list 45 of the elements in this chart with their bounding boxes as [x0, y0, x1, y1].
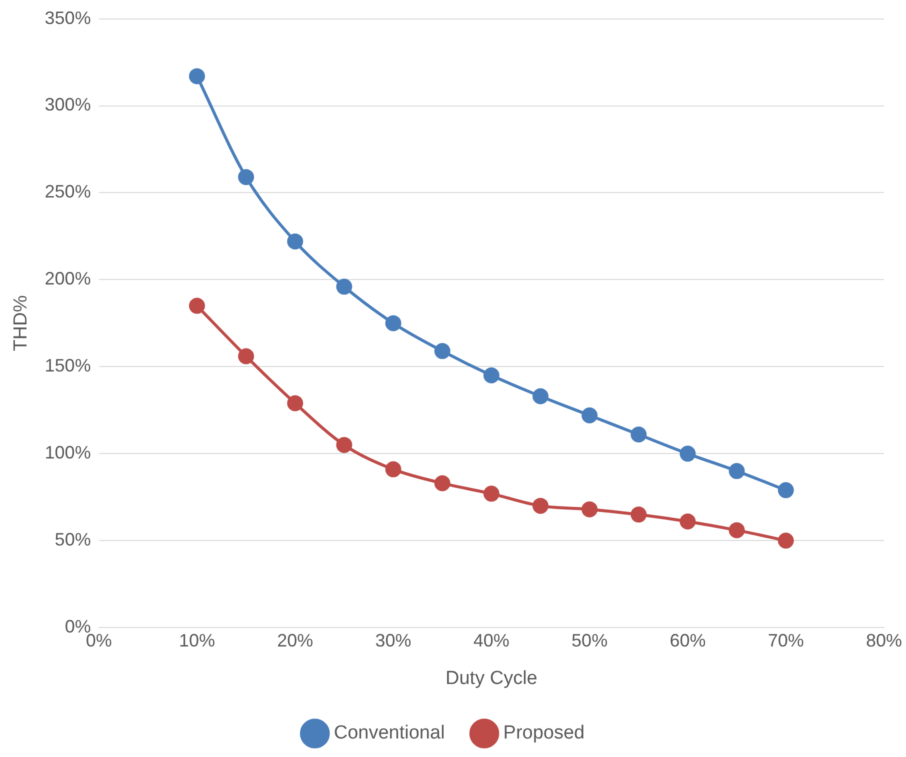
point [287, 233, 304, 250]
legend-label: Conventional [334, 722, 445, 744]
x-tick-label: 60% [670, 630, 706, 650]
point [287, 395, 304, 412]
x-tick-label: 20% [277, 630, 314, 650]
point [188, 298, 205, 314]
y-tick-label: 100% [44, 442, 91, 463]
point [385, 461, 402, 478]
point [532, 498, 548, 514]
legend-label: Proposed [503, 722, 585, 744]
point [728, 463, 745, 480]
point [630, 426, 647, 443]
point [434, 475, 450, 492]
x-tick-label: 50% [572, 630, 608, 650]
point [188, 68, 205, 84]
x-tick-label: 30% [375, 630, 412, 650]
point [680, 513, 696, 530]
point [385, 315, 402, 332]
point [483, 367, 500, 384]
point [532, 388, 548, 404]
point [728, 522, 745, 538]
point [778, 482, 794, 498]
point [238, 348, 254, 364]
x-tick-label: 70% [768, 630, 804, 650]
point [336, 278, 352, 295]
point [582, 407, 598, 424]
point [336, 436, 352, 453]
x-tick-label: 80% [866, 630, 902, 650]
point [680, 446, 696, 462]
y-tick-label: 50% [54, 530, 91, 550]
x-tick-label: 10% [178, 630, 215, 650]
y-tick-label: 200% [44, 268, 91, 289]
y-tick-label: 350% [44, 8, 91, 28]
point [434, 343, 450, 360]
x-tick-label: 40% [473, 630, 510, 650]
point [778, 532, 794, 549]
x-axis-title: Duty Cycle [445, 668, 538, 689]
y-tick-label: 150% [44, 356, 91, 376]
point [483, 486, 500, 502]
point [630, 506, 647, 523]
point [582, 501, 598, 518]
y-tick-label: 250% [44, 182, 91, 202]
point [238, 169, 254, 186]
y-axis-title: THD% [10, 295, 32, 352]
y-tick-label: 300% [44, 94, 91, 115]
